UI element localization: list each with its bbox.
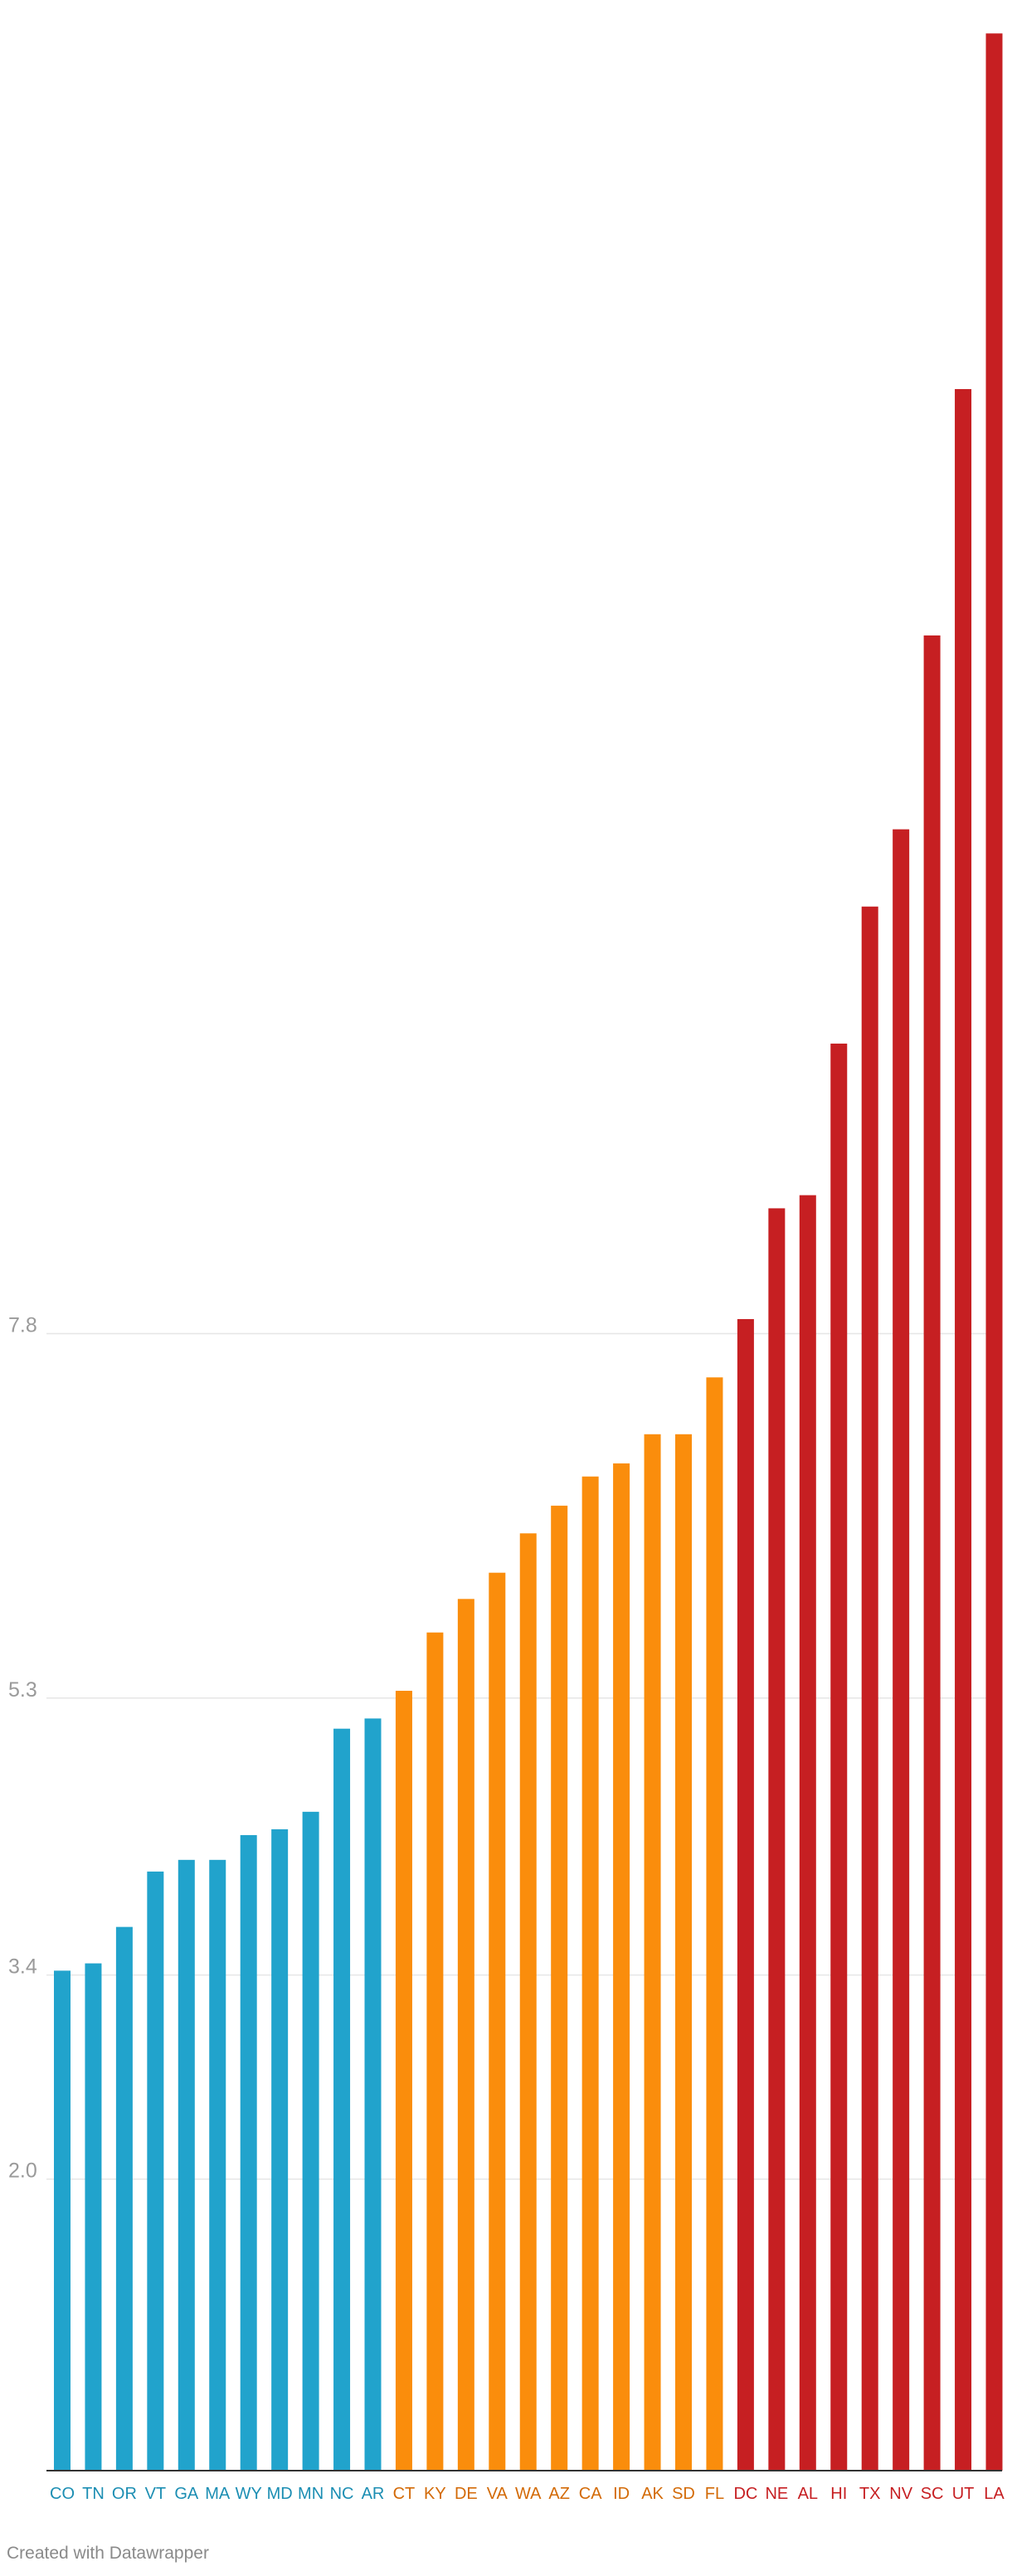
x-tick-label-ca: CA bbox=[579, 2485, 602, 2503]
bar-de bbox=[457, 1599, 474, 2471]
credit-text: Created with Datawrapper bbox=[7, 2544, 209, 2563]
x-tick-label-ak: AK bbox=[641, 2485, 664, 2503]
x-tick-label-ar: AR bbox=[362, 2485, 385, 2503]
x-tick-label-ky: KY bbox=[424, 2485, 446, 2503]
bar-ak bbox=[644, 1434, 661, 2471]
bar-nc bbox=[333, 1728, 351, 2471]
bar-ar bbox=[364, 1718, 382, 2471]
x-tick-label-va: VA bbox=[487, 2485, 508, 2503]
x-tick-label-al: AL bbox=[798, 2485, 818, 2503]
bar-md bbox=[271, 1829, 289, 2471]
x-tick-label-ma: MA bbox=[205, 2485, 231, 2503]
bar-fl bbox=[706, 1377, 723, 2471]
x-tick-label-de: DE bbox=[455, 2485, 478, 2503]
bar-tx bbox=[861, 906, 878, 2471]
bar-co bbox=[54, 1970, 71, 2471]
x-tick-label-dc: DC bbox=[733, 2485, 757, 2503]
bar-sc bbox=[923, 635, 941, 2471]
x-tick-label-sd: SD bbox=[672, 2485, 695, 2503]
bar-sd bbox=[675, 1434, 692, 2471]
y-tick-label: 3.4 bbox=[8, 1955, 37, 1979]
bar-ct bbox=[395, 1691, 412, 2471]
x-tick-label-or: OR bbox=[112, 2485, 137, 2503]
x-tick-label-nv: NV bbox=[889, 2485, 912, 2503]
bar-wa bbox=[519, 1533, 537, 2471]
bar-dc bbox=[737, 1318, 754, 2471]
y-tick-label: 7.8 bbox=[8, 1314, 37, 1337]
x-tick-label-vt: VT bbox=[145, 2485, 167, 2503]
bar-al bbox=[799, 1195, 816, 2471]
bar-az bbox=[551, 1505, 568, 2471]
x-tick-labels: CO TN OR VT GA MA WY MD MN NC AR CT KY DE VA WA AZ CA ID AK… bbox=[50, 2485, 1005, 2503]
x-tick-label-fl: FL bbox=[705, 2485, 724, 2503]
x-tick-label-ne: NE bbox=[765, 2485, 788, 2503]
bar-id bbox=[613, 1463, 630, 2471]
x-tick-label-ct: CT bbox=[393, 2485, 416, 2503]
bar-ky bbox=[426, 1632, 444, 2471]
x-tick-label-tx: TX bbox=[859, 2485, 881, 2503]
x-tick-label-nc: NC bbox=[330, 2485, 354, 2503]
x-tick-label-az: AZ bbox=[548, 2485, 570, 2503]
x-tick-label-wa: WA bbox=[515, 2485, 542, 2503]
x-tick-label-ut: UT bbox=[952, 2485, 975, 2503]
x-tick-label-sc: SC bbox=[921, 2485, 944, 2503]
bar-wy bbox=[240, 1834, 257, 2471]
bar-ut bbox=[955, 389, 972, 2471]
bar-ca bbox=[581, 1476, 599, 2471]
x-tick-label-co: CO bbox=[50, 2485, 75, 2503]
bar-or bbox=[115, 1926, 133, 2471]
bar-va bbox=[489, 1572, 506, 2471]
bar-nv bbox=[893, 829, 910, 2471]
x-tick-label-ga: GA bbox=[174, 2485, 199, 2503]
bar-ne bbox=[768, 1208, 786, 2471]
x-tick-label-md: MD bbox=[267, 2485, 293, 2503]
x-tick-label-id: ID bbox=[613, 2485, 630, 2503]
x-tick-label-mn: MN bbox=[298, 2485, 324, 2503]
bars bbox=[54, 33, 1003, 2471]
x-tick-label-tn: TN bbox=[82, 2485, 105, 2503]
bar-hi bbox=[830, 1043, 848, 2471]
bar-vt bbox=[147, 1871, 164, 2471]
bar-la bbox=[985, 33, 1003, 2471]
x-tick-label-wy: WY bbox=[236, 2485, 262, 2503]
x-tick-label-la: LA bbox=[984, 2485, 1005, 2503]
bar-ga bbox=[178, 1859, 195, 2471]
bar-ma bbox=[209, 1859, 226, 2471]
y-tick-label: 5.3 bbox=[8, 1678, 37, 1702]
y-tick-label: 2.0 bbox=[8, 2160, 37, 2183]
bar-tn bbox=[85, 1963, 102, 2471]
x-tick-label-hi: HI bbox=[830, 2485, 847, 2503]
bar-mn bbox=[302, 1811, 319, 2471]
